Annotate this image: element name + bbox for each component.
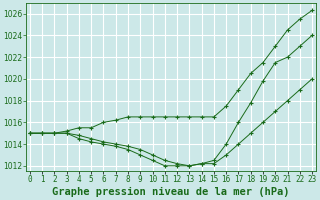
X-axis label: Graphe pression niveau de la mer (hPa): Graphe pression niveau de la mer (hPa) bbox=[52, 187, 290, 197]
